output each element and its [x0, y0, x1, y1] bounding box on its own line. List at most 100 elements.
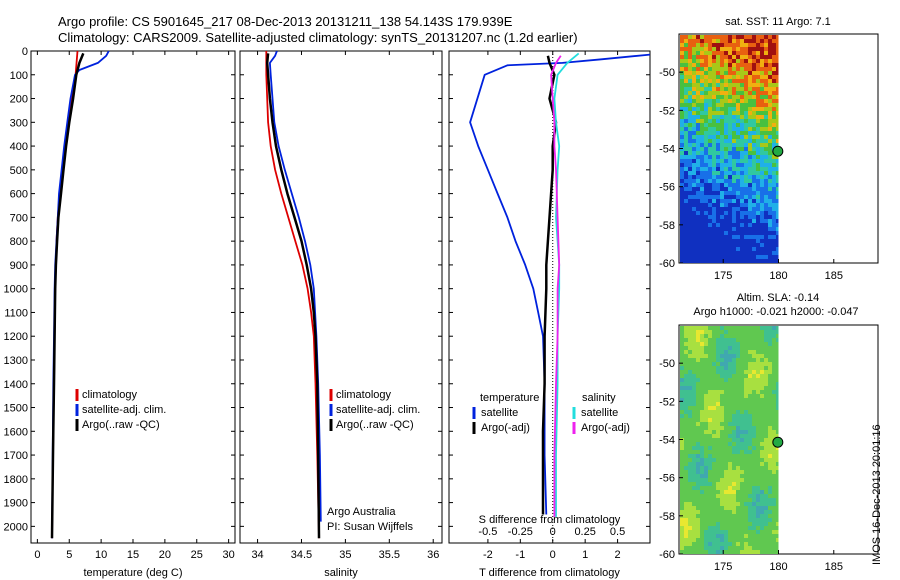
- map-y-tick-label: -50: [659, 67, 675, 79]
- timestamp-stamp: IMOS 16-Dec-2013 20:01:16: [871, 424, 883, 565]
- legend-label: satellite-adj. clim.: [336, 404, 420, 416]
- figure-title-line2: Climatology: CARS2009. Satellite-adjuste…: [58, 30, 578, 45]
- x-tick-label: 36: [427, 549, 439, 561]
- x-tick-label: 1: [582, 549, 588, 561]
- profile-panel-frame-3: [448, 50, 651, 544]
- y-tick-label: 2000: [4, 521, 28, 533]
- y-tick-label: 1700: [4, 450, 28, 462]
- x-axis-label: T difference from climatology: [479, 567, 620, 579]
- map-y-tick-label: -56: [659, 182, 675, 194]
- secondary-x-tick-label: 0.5: [610, 526, 625, 538]
- argo-float-marker: [772, 145, 784, 157]
- y-tick-label: 0: [22, 46, 28, 58]
- legend-label: Argo(..raw -QC): [82, 419, 160, 431]
- map-x-tick-label: 175: [714, 270, 732, 282]
- y-tick-label: 100: [10, 70, 28, 82]
- legend-label: satellite-adj. clim.: [82, 404, 166, 416]
- figure-title-line1: Argo profile: CS 5901645_217 08-Dec-2013…: [58, 14, 513, 29]
- legend-label: Argo(-adj): [581, 422, 630, 434]
- x-tick-label: 15: [127, 549, 139, 561]
- legend-group-title: salinity: [582, 392, 616, 404]
- credit-annotation: PI: Susan Wijffels: [327, 521, 413, 533]
- legend-label: climatology: [336, 389, 392, 401]
- map-y-tick-label: -54: [659, 144, 675, 156]
- series-line-argo-adj-: [550, 55, 562, 517]
- y-tick-label: 900: [10, 260, 28, 272]
- y-tick-label: 800: [10, 236, 28, 248]
- y-tick-label: 400: [10, 141, 28, 153]
- x-tick-label: 10: [95, 549, 107, 561]
- y-tick-label: 1300: [4, 355, 28, 367]
- y-tick-label: 1800: [4, 474, 28, 486]
- secondary-x-tick-label: 0.25: [574, 526, 595, 538]
- x-tick-label: 2: [615, 549, 621, 561]
- y-tick-label: 1500: [4, 403, 28, 415]
- map-field-1: [680, 35, 779, 263]
- map-x-tick-label: 180: [769, 270, 787, 282]
- y-tick-label: 1600: [4, 426, 28, 438]
- legend-label: climatology: [82, 389, 138, 401]
- series-line-argo-adj-: [541, 55, 558, 515]
- secondary-x-tick-label: 0: [550, 526, 556, 538]
- x-tick-label: 34: [251, 549, 263, 561]
- map-x-tick-label: 180: [769, 561, 787, 573]
- x-tick-label: 30: [223, 549, 235, 561]
- series-line-climatology: [265, 51, 320, 539]
- argo-float-marker: [772, 436, 784, 448]
- y-tick-label: 300: [10, 117, 28, 129]
- map-x-tick-label: 175: [714, 561, 732, 573]
- x-axis-label: salinity: [324, 567, 358, 579]
- x-tick-label: 5: [66, 549, 72, 561]
- x-tick-label: -1: [515, 549, 525, 561]
- map-y-tick-label: -58: [659, 511, 675, 523]
- map-x-tick-label: 185: [825, 561, 843, 573]
- x-tick-label: 20: [159, 549, 171, 561]
- legend-label: Argo(-adj): [481, 422, 530, 434]
- map-title-sla: Altim. SLA: -0.14: [737, 292, 820, 304]
- credit-annotation: Argo Australia: [327, 506, 396, 518]
- series-line-satellite: [553, 52, 580, 517]
- legend-label: satellite: [481, 407, 518, 419]
- map-y-tick-label: -60: [659, 549, 675, 561]
- map-y-tick-label: -56: [659, 473, 675, 485]
- y-tick-label: 1000: [4, 284, 28, 296]
- y-tick-label: 1100: [4, 307, 28, 319]
- map-y-tick-label: -52: [659, 396, 675, 408]
- x-tick-label: 35: [339, 549, 351, 561]
- x-tick-label: 0: [550, 549, 556, 561]
- secondary-x-tick-label: -0.5: [478, 526, 497, 538]
- y-tick-label: 700: [10, 212, 28, 224]
- legend-group-title: temperature: [480, 392, 539, 404]
- y-tick-label: 200: [10, 94, 28, 106]
- map-y-tick-label: -54: [659, 435, 675, 447]
- map-y-tick-label: -60: [659, 258, 675, 270]
- y-tick-label: 1900: [4, 498, 28, 510]
- x-tick-label: 25: [191, 549, 203, 561]
- series-line-argo-raw-qc-: [265, 53, 321, 539]
- map-field-2: [680, 326, 779, 554]
- map-y-tick-label: -52: [659, 105, 675, 117]
- map-title-sst: sat. SST: 11 Argo: 7.1: [725, 16, 831, 28]
- secondary-x-axis-label: S difference from climatology: [479, 514, 621, 526]
- x-axis-label: temperature (deg C): [83, 567, 182, 579]
- series-line-argo-raw-qc-: [50, 52, 85, 539]
- y-tick-label: 1400: [4, 379, 28, 391]
- profile-panel-frame-1: [30, 50, 236, 544]
- y-tick-label: 600: [10, 189, 28, 201]
- legend-label: Argo(..raw -QC): [336, 419, 414, 431]
- map-y-tick-label: -58: [659, 220, 675, 232]
- y-tick-label: 500: [10, 165, 28, 177]
- x-tick-label: -2: [483, 549, 493, 561]
- secondary-x-tick-label: -0.25: [508, 526, 533, 538]
- legend-label: satellite: [581, 407, 618, 419]
- map-subtitle-sla: Argo h1000: -0.021 h2000: -0.047: [693, 306, 858, 318]
- map-y-tick-label: -50: [659, 358, 675, 370]
- y-tick-label: 1200: [4, 331, 28, 343]
- x-tick-label: 34.5: [291, 549, 312, 561]
- profile-panel-frame-2: [239, 50, 443, 544]
- x-tick-label: 0: [34, 549, 40, 561]
- x-tick-label: 35.5: [379, 549, 400, 561]
- map-x-tick-label: 185: [825, 270, 843, 282]
- series-line-satellite: [469, 53, 650, 515]
